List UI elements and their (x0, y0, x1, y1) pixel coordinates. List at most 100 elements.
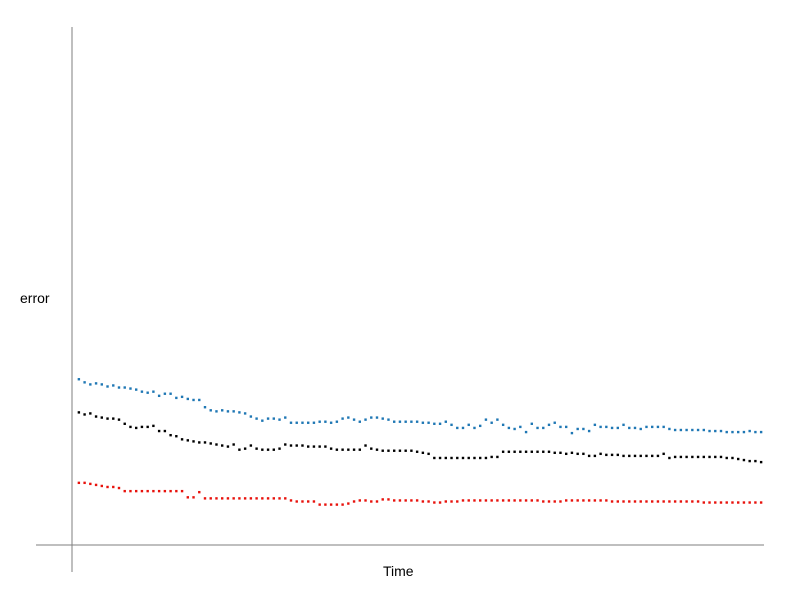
series-black-point (542, 450, 545, 453)
series-blue-point (381, 417, 384, 420)
series-blue-point (135, 388, 138, 391)
series-red-point (553, 500, 556, 503)
series-black-point (375, 448, 379, 451)
series-red-point (203, 497, 207, 500)
series-blue-point (748, 429, 751, 433)
series-red-point (628, 500, 631, 503)
series-red-point (146, 489, 149, 493)
series-blue-point (628, 426, 631, 430)
series-blue-point (410, 420, 413, 423)
series-black-point (473, 456, 476, 460)
series-black-point (89, 412, 92, 415)
series-blue-point (519, 425, 522, 429)
series-black-point (341, 448, 344, 451)
series-blue-point (622, 423, 625, 427)
series-blue-point (639, 427, 642, 431)
series-red-point (364, 499, 367, 502)
series-black-point (289, 444, 293, 447)
series-blue-point (123, 386, 126, 389)
series-blue-point (347, 416, 350, 419)
series-red-point (691, 500, 694, 503)
series-black-point (496, 455, 499, 459)
series-red-point (398, 499, 402, 502)
series-red-point (536, 499, 539, 502)
series-red-point (83, 481, 86, 485)
series-black-point (708, 455, 711, 459)
series-blue-point (83, 381, 86, 384)
series-red-point (329, 503, 333, 506)
series-black-point (450, 456, 453, 460)
series-red-point (587, 499, 591, 502)
series-black-point (129, 425, 132, 429)
series-black-point (398, 449, 402, 452)
series-blue-point (444, 420, 447, 423)
series-black-point (524, 450, 528, 453)
series-blue-point (656, 425, 660, 429)
series-blue-point (501, 423, 505, 427)
series-red-point (622, 500, 625, 503)
series-red-point (289, 499, 293, 502)
series-blue-point (553, 421, 556, 424)
series-black-point (702, 455, 705, 459)
series-blue-point (295, 421, 298, 424)
series-red-point (318, 503, 321, 506)
series-red-point (421, 500, 425, 503)
series-blue-point (565, 425, 568, 429)
series-red-point (456, 500, 459, 503)
series-black-point (123, 422, 126, 425)
series-blue-point (524, 430, 528, 434)
series-black-point (318, 445, 321, 448)
series-blue-point (754, 430, 757, 434)
series-blue-point (100, 383, 103, 386)
series-blue-point (421, 421, 425, 424)
series-red-point (433, 501, 436, 504)
series-red-point (94, 483, 98, 487)
series-black-point (404, 449, 407, 452)
series-black-point (731, 456, 734, 460)
series-black-point (335, 448, 339, 451)
series-blue-point (198, 398, 201, 402)
series-black-point (490, 455, 493, 459)
series-blue-point (547, 423, 551, 427)
series-blue-point (759, 430, 763, 434)
series-black-point (358, 448, 361, 451)
series-red-point (696, 500, 700, 503)
series-black-point (364, 444, 367, 447)
series-red-point (375, 500, 379, 503)
series-red-point (261, 497, 264, 500)
series-blue-point (226, 410, 230, 413)
series-red-point (547, 500, 551, 503)
series-black-point (169, 433, 172, 437)
series-black-point (673, 455, 677, 459)
series-red-point (272, 497, 275, 500)
series-black-point (284, 443, 287, 446)
series-red-point (221, 497, 224, 500)
series-blue-point (685, 428, 688, 432)
series-red-point (169, 489, 172, 493)
series-black-point (501, 450, 505, 453)
series-red-point (719, 501, 723, 504)
series-blue-point (301, 421, 304, 424)
series-red-point (135, 489, 138, 493)
series-red-point (393, 499, 396, 502)
series-red-point (381, 498, 384, 501)
series-red-point (473, 499, 476, 502)
series-red-point (352, 500, 356, 503)
series-red-point (668, 500, 671, 503)
series-black-point (77, 411, 81, 414)
series-red-point (186, 496, 189, 499)
series-red-point (605, 499, 608, 502)
series-blue-point (479, 424, 482, 428)
series-black-point (633, 454, 637, 458)
series-black-point (599, 452, 602, 456)
series-red-point (387, 498, 390, 501)
series-black-point (180, 438, 184, 441)
series-blue-point (616, 426, 619, 430)
series-black-point (272, 448, 275, 451)
series-blue-point (117, 386, 121, 389)
series-red-point (438, 501, 442, 504)
series-black-point (484, 456, 488, 460)
series-blue-point (398, 420, 402, 423)
series-blue-point (542, 426, 545, 430)
